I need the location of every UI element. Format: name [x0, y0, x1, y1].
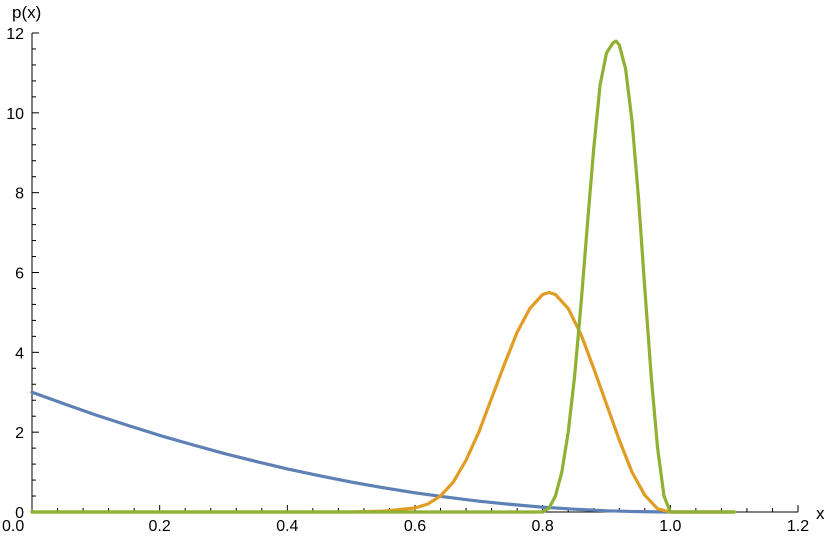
series-line-3	[30, 39, 736, 514]
x-tick-label: 0.6	[404, 518, 426, 535]
x-tick-label: 1.2	[787, 518, 809, 535]
x-axis-label: x	[816, 504, 825, 523]
series-line-1	[30, 390, 736, 514]
series-group	[30, 39, 736, 514]
y-tick-label: 2	[15, 425, 24, 442]
x-tick-label: 0.2	[149, 518, 171, 535]
y-tick-label: 0	[15, 505, 24, 522]
y-tick-label: 8	[15, 186, 24, 203]
y-tick-label: 12	[6, 26, 24, 43]
x-axis-ticks: 0.0 0.2 0.4 0.6 0.8 1.0 1.2	[2, 505, 809, 535]
x-tick-label: 1.0	[659, 518, 681, 535]
x-tick-label: 0.8	[532, 518, 554, 535]
y-tick-label: 10	[6, 106, 24, 123]
x-tick-label: 0.4	[276, 518, 298, 535]
y-axis-label: p(x)	[12, 3, 41, 22]
y-axis-ticks: 0 2 4 6 8 10 12	[6, 26, 39, 522]
series-line-2	[30, 290, 736, 514]
x-tick-label: 0.0	[2, 518, 24, 535]
y-tick-label: 4	[15, 345, 24, 362]
y-tick-label: 6	[15, 266, 24, 283]
